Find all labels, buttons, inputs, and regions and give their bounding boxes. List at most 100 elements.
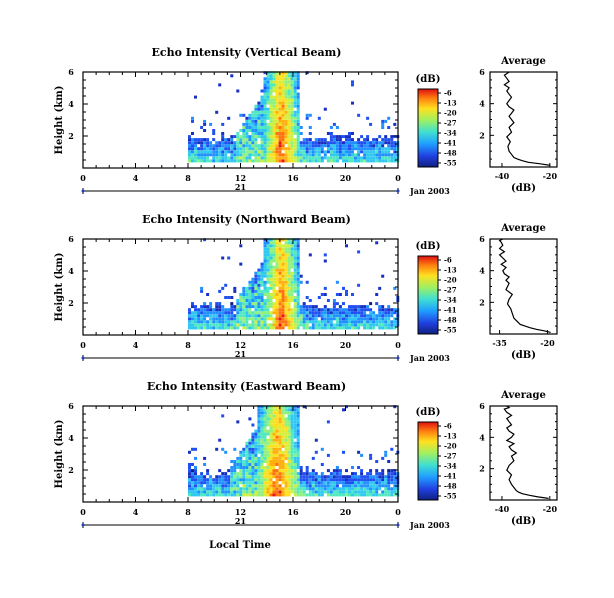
- heatmap-cell: [248, 463, 252, 466]
- heatmap-cell: [278, 265, 282, 269]
- heatmap-cell: [363, 138, 367, 142]
- heatmap-cell: [393, 493, 397, 497]
- heatmap-cell: [242, 320, 246, 324]
- heatmap-cell: [351, 305, 354, 309]
- heatmap-cell: [227, 317, 231, 321]
- heatmap-cells: [188, 238, 400, 330]
- heatmap-cell: [242, 138, 246, 142]
- heatmap-cell: [293, 469, 297, 473]
- heatmap-cell: [375, 147, 379, 151]
- heatmap-cell: [345, 135, 348, 139]
- heatmap-cell: [284, 277, 288, 281]
- heatmap-cell: [206, 314, 210, 318]
- heatmap-cell: [269, 447, 273, 451]
- heatmap-cell: [269, 469, 273, 473]
- heatmap-cell: [215, 326, 219, 330]
- heatmap-cell: [329, 490, 333, 494]
- heatmap-cell: [272, 280, 276, 284]
- heatmap-cell: [314, 153, 318, 157]
- heatmap-cell: [323, 308, 327, 312]
- heatmap-cell: [272, 414, 276, 418]
- heatmap-cell: [269, 314, 273, 318]
- heatmap-cell: [338, 141, 342, 145]
- heatmap-cell: [287, 147, 291, 151]
- heatmap-cell: [296, 302, 300, 306]
- heatmap-cell: [308, 299, 312, 302]
- heatmap-cell: [351, 101, 354, 105]
- heatmap-cell: [332, 153, 336, 157]
- heatmap-cell: [381, 475, 385, 479]
- heatmap-cell: [269, 293, 273, 296]
- heatmap-cell: [275, 478, 279, 482]
- heatmap-cell: [251, 286, 255, 290]
- heatmap-cell: [393, 147, 397, 151]
- heatmap-cell: [263, 311, 267, 315]
- heatmap-cell: [320, 478, 324, 482]
- heatmap-cell: [287, 71, 291, 75]
- heatmap-cell: [257, 293, 261, 296]
- heatmap-cell: [293, 326, 297, 330]
- heatmap-cell: [302, 475, 306, 479]
- heatmap-cell: [308, 159, 312, 163]
- heatmap-cell: [287, 77, 291, 81]
- heatmap-cell: [278, 469, 282, 473]
- day-bar-marker: [81, 189, 85, 193]
- heatmap-cell: [314, 159, 318, 163]
- heatmap-cell: [233, 478, 237, 482]
- heatmap-cell: [351, 153, 354, 157]
- heatmap-cell: [269, 466, 273, 469]
- heatmap-cell: [251, 299, 255, 302]
- heatmap-cell: [360, 469, 364, 473]
- heatmap-cell: [332, 159, 336, 163]
- heatmap-cell: [296, 317, 300, 321]
- heatmap-cell: [266, 490, 270, 494]
- heatmap-cell: [251, 144, 255, 148]
- heatmap-cell: [245, 129, 249, 132]
- heatmap-cell: [284, 481, 288, 485]
- heatmap-cell: [272, 71, 276, 75]
- heatmap-cell: [194, 484, 197, 488]
- heatmap-cell: [257, 132, 261, 135]
- heatmap-cell: [378, 487, 382, 491]
- heatmap-cell: [314, 438, 318, 442]
- heatmap-cell: [227, 478, 231, 482]
- heatmap-cell: [233, 147, 237, 151]
- heatmap-cell: [369, 475, 373, 479]
- heatmap-cell: [284, 280, 288, 284]
- heatmap-cell: [260, 493, 264, 497]
- heatmap-cell: [245, 326, 249, 330]
- heatmap-cell: [293, 296, 297, 299]
- heatmap-cell: [188, 144, 191, 148]
- heatmap-cell: [338, 472, 342, 476]
- heatmap-cell: [266, 405, 270, 409]
- average-x-tick-label: -40: [495, 504, 510, 514]
- heatmap-cell: [338, 475, 342, 479]
- heatmap-cell: [335, 311, 339, 315]
- heatmap-cell: [369, 317, 373, 321]
- heatmap-cell: [269, 277, 273, 281]
- heatmap-cell: [275, 305, 279, 309]
- heatmap-cell: [263, 426, 267, 430]
- heatmap-cell: [351, 478, 354, 482]
- heatmap-cell: [293, 150, 297, 154]
- heatmap-cell: [284, 444, 288, 448]
- heatmap-cell: [257, 432, 261, 436]
- heatmap-cell: [372, 481, 376, 485]
- heatmap-cell: [311, 490, 315, 494]
- heatmap-cell: [335, 126, 339, 129]
- heatmap-cell: [390, 490, 394, 494]
- heatmap-cell: [278, 153, 282, 157]
- heatmap-cell: [275, 89, 279, 93]
- heatmap-cell: [257, 104, 261, 108]
- heatmap-cell: [345, 405, 348, 409]
- heatmap-cell: [296, 432, 300, 436]
- heatmap-cell: [221, 317, 225, 321]
- heatmap-cell: [188, 475, 191, 479]
- heatmap-cell: [272, 101, 276, 105]
- heatmap-cell: [296, 472, 300, 476]
- heatmap-cell: [290, 138, 294, 142]
- heatmap-cell: [293, 241, 297, 245]
- heatmap-cell: [248, 129, 252, 132]
- heatmap-cell: [296, 441, 300, 445]
- heatmap-cell: [293, 453, 297, 457]
